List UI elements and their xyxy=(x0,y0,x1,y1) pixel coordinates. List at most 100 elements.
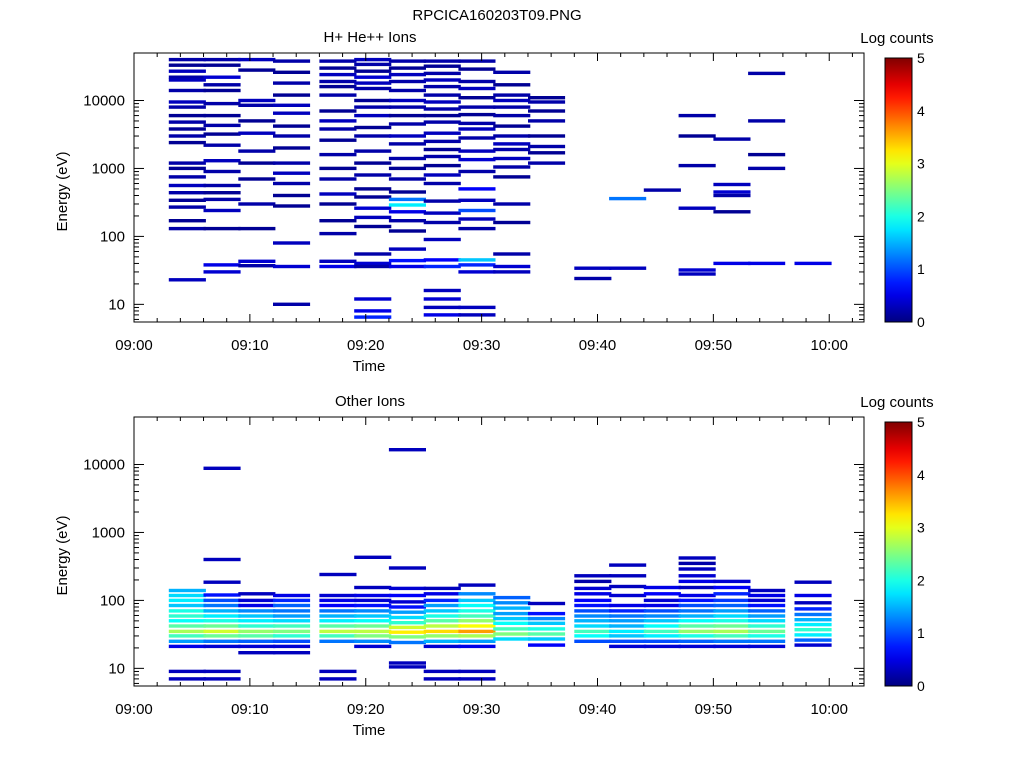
heatmap-cell xyxy=(319,202,357,206)
heatmap-cell xyxy=(458,127,496,131)
heatmap-cell xyxy=(168,140,206,145)
heatmap-cell xyxy=(388,113,426,118)
heatmap-cell xyxy=(794,607,832,611)
heatmap-cell xyxy=(423,59,461,63)
heatmap-cell xyxy=(168,69,206,73)
plot-frame xyxy=(133,416,865,687)
heatmap-cell xyxy=(388,593,426,598)
colorbar-tick-label: 3 xyxy=(917,156,925,172)
heatmap-cell xyxy=(423,71,461,76)
heatmap-cell xyxy=(168,593,206,598)
heatmap-cell xyxy=(354,315,392,319)
heatmap-cell xyxy=(238,644,276,649)
heatmap-cell xyxy=(168,639,206,643)
heatmap-cell xyxy=(273,619,311,623)
heatmap-cell xyxy=(748,619,786,623)
x-tick-label: 09:10 xyxy=(231,337,269,354)
heatmap-cell xyxy=(203,132,241,136)
heatmap-cell xyxy=(354,161,392,165)
heatmap-cell xyxy=(423,614,461,618)
heatmap-cell xyxy=(168,183,206,188)
heatmap-cell xyxy=(423,147,461,152)
heatmap-cell xyxy=(493,105,531,109)
heatmap-cell xyxy=(319,219,357,223)
heatmap-cell xyxy=(319,614,357,618)
heatmap-cell xyxy=(203,226,241,231)
heatmap-cell xyxy=(203,88,241,93)
figure-title: RPCICA160203T09.PNG xyxy=(412,7,581,24)
heatmap-cell xyxy=(748,593,786,598)
heatmap-cell xyxy=(354,75,392,79)
heatmap-cell xyxy=(748,634,786,638)
heatmap-cell xyxy=(238,614,276,618)
heatmap-cell xyxy=(354,609,392,613)
heatmap-cell xyxy=(423,669,461,674)
heatmap-cell xyxy=(319,138,357,142)
heatmap-cell xyxy=(493,134,531,138)
heatmap-cell xyxy=(319,192,357,196)
heatmap-cell xyxy=(319,109,357,113)
heatmap-cell xyxy=(168,120,206,124)
heatmap-cell xyxy=(354,57,392,62)
heatmap-cell xyxy=(458,313,496,317)
heatmap-cell xyxy=(168,603,206,608)
colorbar-tick-label: 5 xyxy=(917,50,925,66)
heatmap-cell xyxy=(458,598,496,603)
heatmap-cell xyxy=(458,629,496,634)
heatmap-cell xyxy=(423,100,461,104)
heatmap-cell xyxy=(643,603,681,608)
heatmap-cell xyxy=(203,598,241,603)
heatmap-cell xyxy=(273,70,311,74)
heatmap-cell xyxy=(678,639,716,643)
heatmap-cell xyxy=(273,651,311,655)
heatmap-cell xyxy=(203,580,241,584)
heatmap-cell xyxy=(458,208,496,213)
heatmap-cell xyxy=(528,119,566,123)
heatmap-cell xyxy=(168,619,206,623)
colorbar-tick-label: 0 xyxy=(917,678,925,694)
heatmap-cell xyxy=(273,593,311,598)
heatmap-cell xyxy=(168,100,206,104)
heatmap-cell xyxy=(713,190,751,194)
heatmap-cell xyxy=(493,156,531,161)
heatmap-cell xyxy=(238,651,276,655)
heatmap-cell xyxy=(678,567,716,571)
heatmap-cell xyxy=(168,191,206,195)
heatmap-cell xyxy=(423,609,461,613)
heatmap-cell xyxy=(713,629,751,634)
heatmap-cell xyxy=(388,630,426,634)
x-tick-label: 10:00 xyxy=(810,337,848,354)
heatmap-cell xyxy=(168,226,206,231)
heatmap-cell xyxy=(493,606,531,610)
heatmap-cell xyxy=(458,263,496,267)
heatmap-cell xyxy=(354,206,392,210)
heatmap-cell xyxy=(493,270,531,274)
y-axis-label: Energy (eV) xyxy=(54,151,71,231)
heatmap-cell xyxy=(678,206,716,210)
heatmap-cell xyxy=(458,59,496,63)
heatmap-cell xyxy=(423,644,461,649)
heatmap-cell xyxy=(319,84,357,89)
panel-title: Other Ions xyxy=(335,393,405,410)
heatmap-cell xyxy=(423,603,461,608)
heatmap-cell xyxy=(168,161,206,165)
colorbar-tick-label: 2 xyxy=(917,572,925,588)
heatmap-cell xyxy=(574,629,612,634)
heatmap-cell xyxy=(319,264,357,269)
colorbar-tick-label: 4 xyxy=(917,467,925,483)
heatmap-cell xyxy=(574,574,612,578)
heatmap-cell xyxy=(238,592,276,596)
heatmap-cell xyxy=(678,619,716,623)
heatmap-cell xyxy=(168,198,206,202)
heatmap-cell xyxy=(423,619,461,623)
heatmap-cell xyxy=(748,71,786,76)
heatmap-cell xyxy=(713,639,751,643)
heatmap-cell xyxy=(528,96,566,100)
heatmap-cell xyxy=(388,88,426,93)
heatmap-cell xyxy=(458,669,496,674)
heatmap-cell xyxy=(203,75,241,79)
heatmap-cell xyxy=(354,195,392,199)
heatmap-cell xyxy=(238,161,276,165)
heatmap-cell xyxy=(713,585,751,590)
